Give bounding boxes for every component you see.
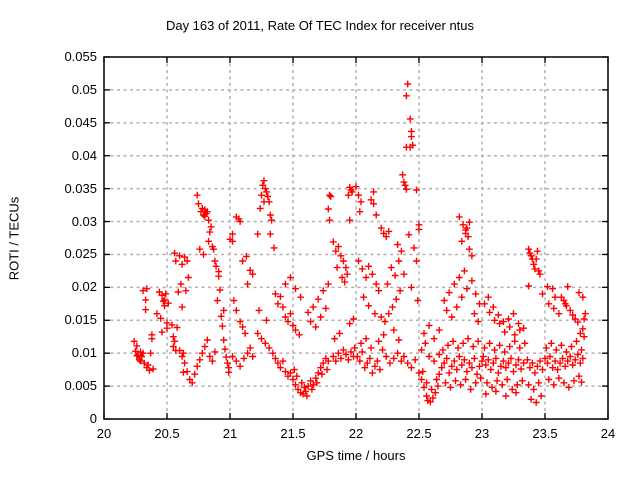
x-tick-label: 24 bbox=[600, 426, 616, 441]
x-tick-label: 20 bbox=[96, 426, 112, 441]
y-tick-label: 0.005 bbox=[64, 378, 97, 394]
x-tick-label: 23.5 bbox=[532, 426, 558, 441]
y-tick-label: 0.01 bbox=[71, 345, 97, 361]
y-tick-label: 0.035 bbox=[64, 180, 97, 196]
y-tick-label: 0.02 bbox=[71, 279, 97, 295]
plot-border bbox=[103, 56, 609, 420]
x-tick-label: 22 bbox=[348, 426, 364, 441]
y-tick-label: 0.015 bbox=[64, 312, 97, 328]
y-tick-label: 0.025 bbox=[64, 246, 97, 262]
y-tick-label: 0.045 bbox=[64, 114, 97, 130]
x-tick-label: 23 bbox=[474, 426, 490, 441]
y-tick-label: 0.05 bbox=[71, 81, 97, 97]
x-tick-label: 21 bbox=[222, 426, 238, 441]
x-tick-label: 22.5 bbox=[406, 426, 432, 441]
chart-title: Day 163 of 2011, Rate Of TEC Index for r… bbox=[165, 18, 475, 33]
y-tick-label: 0.03 bbox=[71, 213, 97, 229]
x-axis-label: GPS time / hours bbox=[306, 448, 406, 463]
x-tick-label: 20.5 bbox=[154, 426, 180, 441]
y-axis-label: ROTI / TECUs bbox=[6, 196, 22, 281]
data-points bbox=[130, 80, 589, 406]
y-tick-label: 0 bbox=[89, 411, 97, 426]
x-tick-label: 21.5 bbox=[280, 426, 306, 441]
y-tick-label: 0.055 bbox=[64, 49, 97, 64]
y-tick-label: 0.04 bbox=[71, 147, 97, 163]
